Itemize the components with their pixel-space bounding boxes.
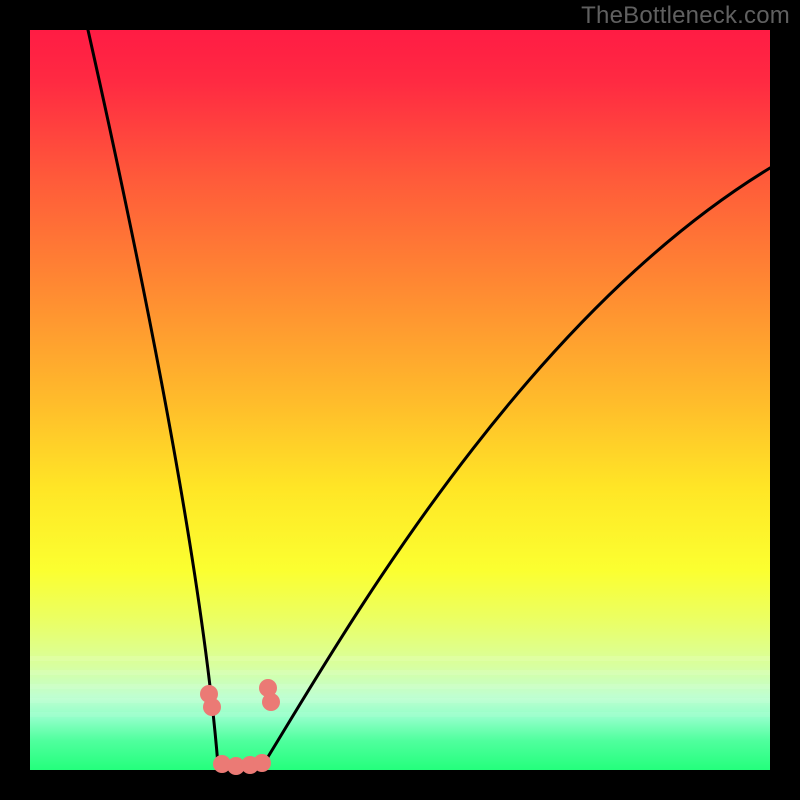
highlight-band [30,656,770,661]
highlight-band [30,670,770,675]
chart-stage: TheBottleneck.com [0,0,800,800]
curve-marker [262,693,280,711]
curve-marker [253,754,271,772]
highlight-band [30,684,770,689]
highlight-band [30,712,770,717]
chart-svg [0,0,800,800]
highlight-band [30,698,770,703]
curve-marker [203,698,221,716]
watermark-text: TheBottleneck.com [581,2,790,30]
